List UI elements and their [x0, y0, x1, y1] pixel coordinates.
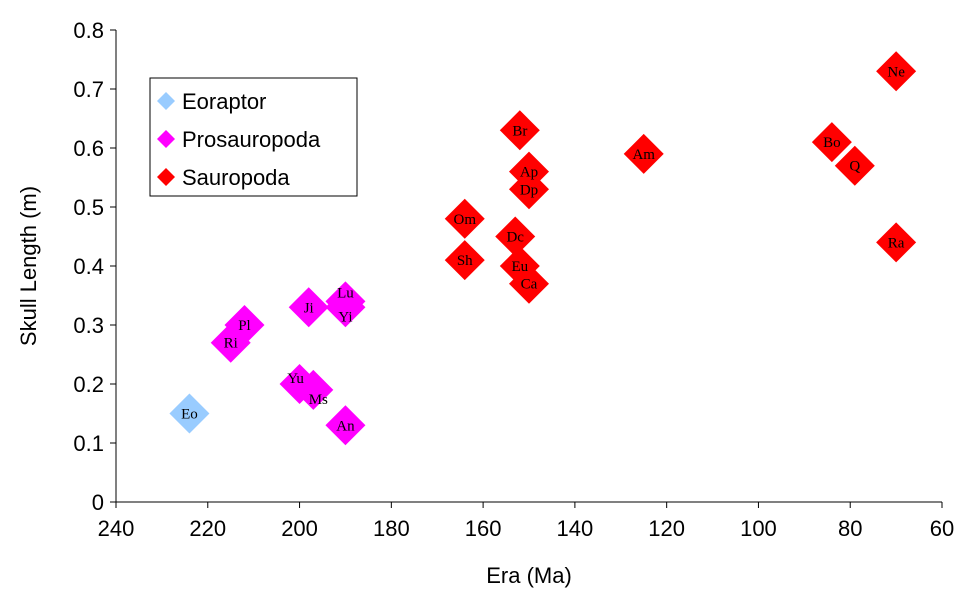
point-label: Ra — [888, 235, 905, 251]
diamond-marker — [325, 405, 366, 446]
point-label: Ap — [520, 165, 538, 181]
legend-diamond-icon — [157, 92, 175, 110]
point-label: Yu — [287, 371, 304, 387]
diamond-marker — [293, 369, 334, 410]
data-point-ms — [293, 369, 334, 410]
point-label: Sh — [457, 253, 473, 269]
point-label: Eu — [511, 259, 528, 275]
data-point-sh — [444, 240, 485, 281]
diamond-marker — [444, 198, 485, 239]
point-label: Pl — [238, 318, 251, 334]
data-point-yi — [325, 287, 366, 328]
point-label: Om — [454, 212, 477, 228]
y-tick-label: 0.6 — [73, 136, 104, 161]
y-tick-label: 0.1 — [73, 431, 104, 456]
legend-box — [149, 77, 358, 197]
data-point-ra — [876, 222, 917, 263]
data-point-am — [623, 133, 664, 174]
x-axis-title: Era (Ma) — [486, 563, 572, 588]
diamond-marker — [509, 169, 549, 210]
point-label: Q — [849, 159, 860, 175]
data-point-dp — [509, 169, 549, 210]
point-label: Yi — [338, 309, 352, 325]
point-label: Br — [512, 123, 527, 139]
y-tick-label: 0.4 — [73, 254, 104, 279]
diamond-marker — [288, 287, 329, 328]
diamond-marker — [325, 287, 366, 328]
x-tick-label: 200 — [281, 516, 318, 541]
legend-diamond-icon — [157, 168, 175, 186]
x-tick-label: 120 — [648, 516, 685, 541]
legend-item-prosauropoda: Prosauropoda — [157, 127, 321, 152]
diamond-marker — [509, 263, 549, 304]
data-point-br — [499, 110, 540, 151]
data-point-q — [834, 145, 875, 186]
x-tick-label: 140 — [557, 516, 594, 541]
x-tick-label: 240 — [98, 516, 135, 541]
data-point-pl — [224, 305, 265, 345]
point-label: Eo — [181, 407, 198, 423]
point-label: Ne — [887, 64, 905, 80]
data-point-eo — [169, 393, 210, 434]
data-point-ne — [876, 51, 917, 92]
diamond-marker — [169, 393, 210, 434]
point-label: Bo — [823, 135, 841, 151]
point-label: Dp — [520, 182, 538, 198]
diamond-marker — [495, 216, 536, 257]
data-point-dc — [495, 216, 536, 257]
legend-label: Eoraptor — [182, 89, 266, 114]
data-point-om — [444, 198, 485, 239]
diamond-marker — [834, 145, 875, 186]
point-label: Lu — [337, 285, 354, 301]
data-point-an — [325, 405, 366, 446]
point-label: Ms — [309, 392, 328, 408]
legend: Eoraptor Prosauropoda Sauropoda — [149, 77, 358, 197]
data-point-ca — [509, 263, 549, 304]
diamond-marker — [444, 240, 485, 281]
x-tick-label: 100 — [740, 516, 777, 541]
legend-label: Prosauropoda — [182, 127, 321, 152]
diamond-marker — [224, 305, 265, 345]
legend-label: Sauropoda — [182, 165, 290, 190]
point-label: Ca — [521, 277, 538, 293]
point-label: Am — [632, 147, 655, 163]
y-tick-label: 0 — [92, 490, 104, 515]
x-tick-label: 180 — [373, 516, 410, 541]
diamond-marker — [811, 122, 852, 163]
x-tick-label: 80 — [838, 516, 862, 541]
y-tick-label: 0.3 — [73, 313, 104, 338]
legend-item-sauropoda: Sauropoda — [157, 165, 290, 190]
point-label: Ri — [224, 336, 238, 352]
diamond-marker — [876, 51, 917, 92]
y-tick-label: 0.5 — [73, 195, 104, 220]
legend-item-eoraptor: Eoraptor — [157, 89, 266, 114]
y-axis-title: Skull Length (m) — [16, 186, 41, 346]
x-tick-label: 220 — [189, 516, 226, 541]
y-tick-label: 0.2 — [73, 372, 104, 397]
legend-diamond-icon — [157, 130, 175, 148]
y-tick-label: 0.7 — [73, 77, 104, 102]
point-label: An — [336, 418, 355, 434]
x-tick-label: 160 — [465, 516, 502, 541]
point-label: Dc — [506, 230, 524, 246]
diamond-marker — [499, 110, 540, 151]
y-tick-label: 0.8 — [73, 18, 104, 43]
data-point-ji — [288, 287, 329, 328]
data-point-bo — [811, 122, 852, 163]
diamond-marker — [623, 133, 664, 174]
x-tick-label: 60 — [930, 516, 954, 541]
point-label: Ji — [304, 300, 314, 316]
diamond-marker — [876, 222, 917, 263]
